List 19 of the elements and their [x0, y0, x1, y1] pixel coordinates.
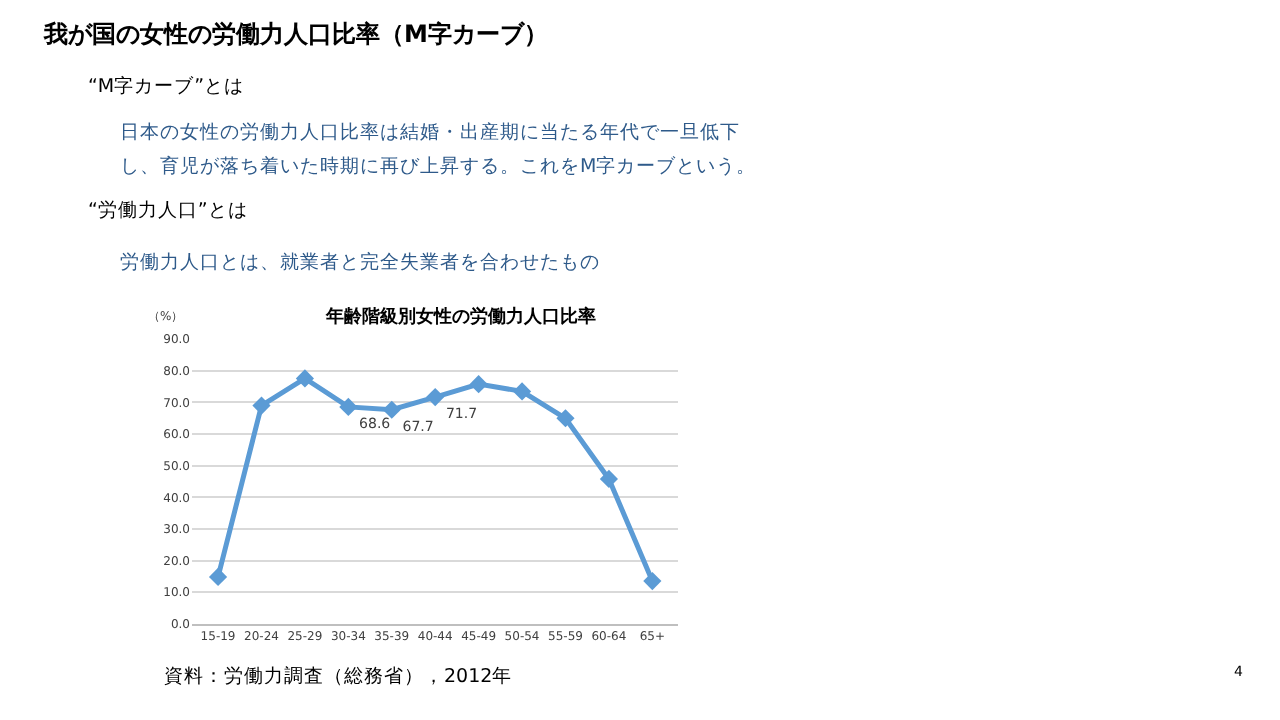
point: [643, 571, 662, 591]
point: [556, 409, 575, 428]
point: [599, 469, 619, 489]
point: [208, 567, 228, 587]
point: [469, 375, 488, 394]
point: [426, 387, 445, 407]
text: “M字カーブ”とは: [88, 74, 245, 98]
chart-title: 年齢階級別女性の労働力人口比率: [324, 306, 596, 328]
point: [295, 369, 315, 388]
text: 我が国の女性の労働力人口比率（M字カーブ）: [42, 20, 548, 48]
text: し、育児が落ち着いた時期に再び上昇する。これをM字カーブという。: [120, 154, 757, 178]
point: [382, 400, 401, 419]
text: 労働力人口とは、就業者と完全失業者を合わせたもの: [120, 250, 600, 274]
text: 日本の女性の労働力人口比率は結婚・出産期に当たる年代で一旦低下: [120, 120, 740, 144]
point: [339, 397, 358, 416]
text: “労働力人口”とは: [88, 198, 248, 222]
text: 資料：労働力調査（総務省），2012年: [164, 664, 513, 688]
point: [512, 382, 532, 401]
point: [252, 396, 271, 415]
